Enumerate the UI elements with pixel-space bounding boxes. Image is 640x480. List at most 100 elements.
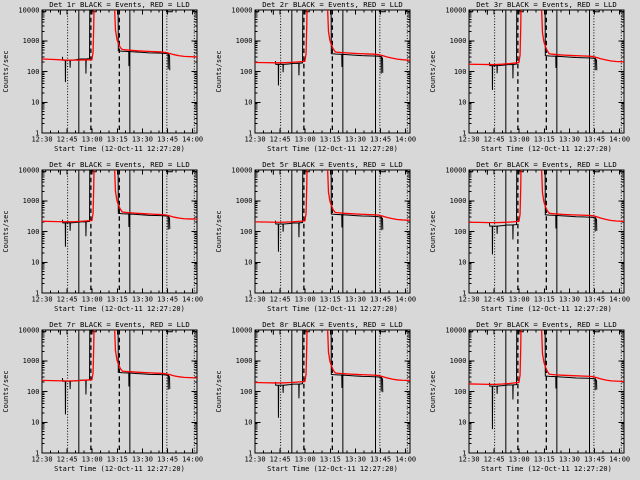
y-axis-label: Counts/sec	[429, 210, 437, 252]
y-tick-label: 1	[462, 449, 466, 457]
y-tick-label: 1	[249, 129, 253, 137]
x-tick-label: 13:15	[533, 296, 554, 304]
plot-panel-3: Det 3r BLACK = Events, RED = LLD 12:30 12:…	[429, 0, 630, 153]
x-tick-label: 13:15	[107, 296, 128, 304]
x-axis-label: Start Time (12-Oct-11 12:27:20)	[481, 465, 612, 473]
y-tick-label: 10000	[18, 326, 39, 334]
y-tick-label: 10	[244, 259, 252, 267]
y-tick-label: 1	[249, 289, 253, 297]
x-tick-label: 13:00	[508, 456, 529, 464]
plot-panel-9: Det 9r BLACK = Events, RED = LLD 12:30 12:…	[429, 320, 630, 473]
y-tick-label: 10000	[18, 6, 39, 14]
panel-title: Det 2r BLACK = Events, RED = LLD	[263, 0, 404, 9]
y-tick-label: 10	[31, 419, 39, 427]
x-tick-label: 13:30	[132, 136, 153, 144]
y-tick-label: 1000	[449, 357, 466, 365]
y-tick-label: 10000	[18, 166, 39, 174]
y-tick-label: 10	[244, 99, 252, 107]
x-tick-label: 13:15	[533, 136, 554, 144]
lld-curve	[255, 330, 411, 384]
x-tick-label: 13:45	[584, 136, 605, 144]
x-tick-label: 13:00	[508, 296, 529, 304]
x-axis-label: Start Time (12-Oct-11 12:27:20)	[268, 305, 399, 313]
x-tick-label: 12:45	[270, 296, 291, 304]
x-tick-label: 13:30	[132, 296, 153, 304]
y-tick-label: 1000	[449, 37, 466, 45]
events-curve	[468, 10, 624, 91]
x-tick-label: 13:30	[559, 136, 580, 144]
x-axis-label: Start Time (12-Oct-11 12:27:20)	[481, 305, 612, 313]
y-tick-label: 100	[240, 228, 253, 236]
x-axis-label: Start Time (12-Oct-11 12:27:20)	[54, 145, 185, 153]
y-tick-label: 10000	[232, 326, 253, 334]
y-axis-label: Counts/sec	[2, 210, 10, 252]
x-tick-label: 13:45	[584, 296, 605, 304]
y-tick-label: 1000	[236, 37, 253, 45]
panel-title: Det 9r BLACK = Events, RED = LLD	[476, 320, 617, 329]
x-tick-label: 12:30	[245, 296, 266, 304]
events-curve	[255, 10, 411, 86]
panel-title: Det 8r BLACK = Events, RED = LLD	[263, 320, 404, 329]
y-tick-label: 10	[31, 99, 39, 107]
x-tick-label: 12:30	[31, 296, 52, 304]
x-tick-label: 13:00	[82, 296, 103, 304]
x-tick-label: 12:30	[458, 136, 479, 144]
lld-curve	[42, 330, 197, 382]
lld-curve	[255, 10, 411, 64]
x-tick-label: 13:30	[559, 296, 580, 304]
x-tick-label: 14:00	[395, 296, 416, 304]
x-tick-label: 14:00	[609, 456, 630, 464]
y-tick-label: 100	[454, 228, 467, 236]
x-tick-label: 13:45	[370, 296, 391, 304]
x-tick-label: 12:45	[483, 296, 504, 304]
x-tick-label: 12:45	[483, 136, 504, 144]
y-tick-label: 1	[249, 449, 253, 457]
x-tick-label: 13:00	[82, 456, 103, 464]
x-tick-label: 14:00	[182, 456, 203, 464]
y-tick-label: 1	[462, 289, 466, 297]
y-tick-label: 10000	[445, 326, 466, 334]
x-tick-label: 13:30	[345, 456, 366, 464]
x-tick-label: 12:45	[57, 456, 78, 464]
panel-title: Det 5r BLACK = Events, RED = LLD	[263, 160, 404, 169]
y-tick-label: 100	[27, 228, 40, 236]
panel-title: Det 7r BLACK = Events, RED = LLD	[49, 320, 190, 329]
y-axis-label: Counts/sec	[429, 370, 437, 412]
x-tick-label: 13:45	[370, 136, 391, 144]
events-curve	[42, 170, 197, 247]
x-tick-label: 13:30	[132, 456, 153, 464]
y-tick-label: 100	[240, 68, 253, 76]
y-tick-label: 10	[458, 259, 466, 267]
x-tick-label: 12:30	[245, 456, 266, 464]
x-tick-label: 13:00	[508, 136, 529, 144]
x-tick-label: 13:00	[295, 296, 316, 304]
lld-curve	[468, 170, 624, 224]
y-tick-label: 10000	[232, 6, 253, 14]
x-tick-label: 12:30	[245, 136, 266, 144]
y-tick-label: 10	[458, 419, 466, 427]
lld-curve	[42, 170, 197, 223]
x-tick-label: 13:15	[107, 456, 128, 464]
y-axis-label: Counts/sec	[215, 370, 223, 412]
y-tick-label: 1	[462, 129, 466, 137]
x-tick-label: 12:30	[31, 456, 52, 464]
lld-curve	[255, 170, 411, 223]
plot-panel-2: Det 2r BLACK = Events, RED = LLD 12:30 12:…	[215, 0, 416, 153]
x-tick-label: 14:00	[182, 136, 203, 144]
y-axis-label: Counts/sec	[215, 210, 223, 252]
x-tick-label: 13:15	[320, 136, 341, 144]
y-tick-label: 1	[35, 289, 39, 297]
x-tick-label: 13:45	[157, 136, 178, 144]
x-axis-label: Start Time (12-Oct-11 12:27:20)	[481, 145, 612, 153]
x-tick-label: 13:45	[157, 296, 178, 304]
events-curve	[255, 170, 411, 252]
y-tick-label: 10000	[445, 6, 466, 14]
x-tick-label: 12:30	[458, 296, 479, 304]
x-tick-label: 13:15	[320, 456, 341, 464]
plot-panel-6: Det 6r BLACK = Events, RED = LLD 12:30 12:…	[429, 160, 630, 313]
plot-panel-5: Det 5r BLACK = Events, RED = LLD 12:30 12:…	[215, 160, 416, 313]
y-tick-label: 1	[35, 449, 39, 457]
axes	[254, 329, 411, 454]
x-axis-label: Start Time (12-Oct-11 12:27:20)	[54, 465, 185, 473]
